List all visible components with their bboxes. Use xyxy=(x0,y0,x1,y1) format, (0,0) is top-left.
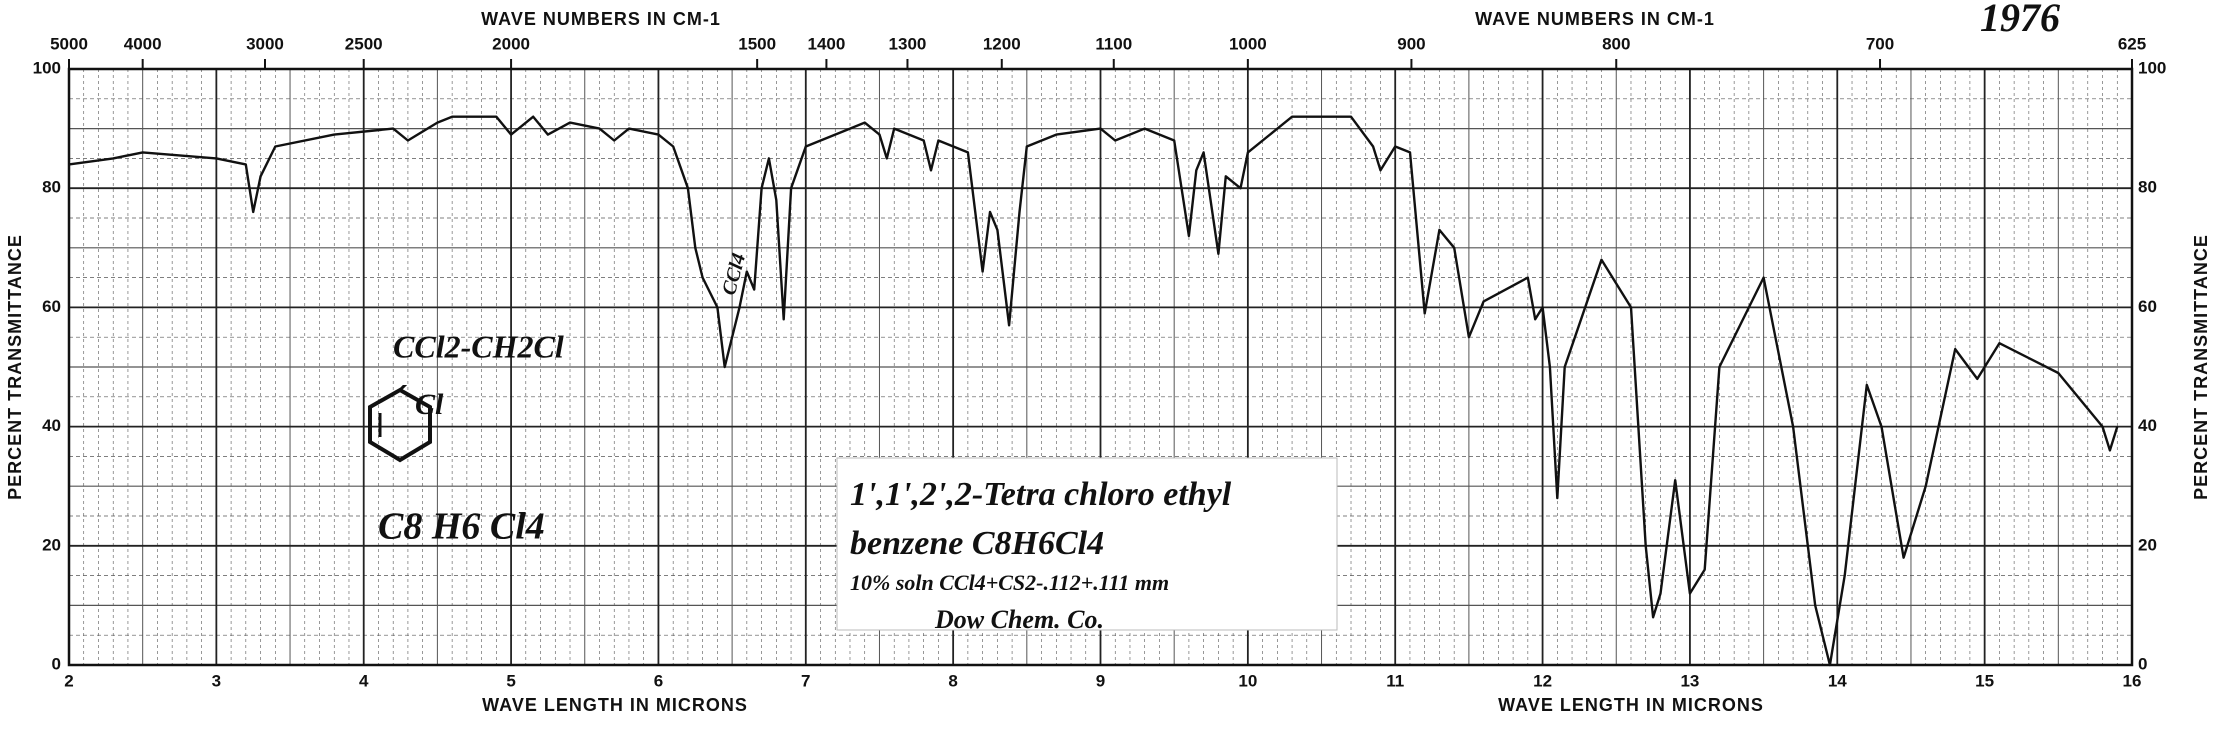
y-axis-label: PERCENT TRANSMITTANCE xyxy=(5,234,25,500)
x-tick-label: 14 xyxy=(1828,671,1847,690)
x-tick-label: 11 xyxy=(1386,671,1404,690)
benzene-ring xyxy=(365,385,435,465)
x-axis-label: WAVE LENGTH IN MICRONS xyxy=(482,695,748,715)
x-tick-label: 7 xyxy=(801,671,810,690)
annotation: C8 H6 Cl4 xyxy=(378,506,545,548)
y-tick-label: 100 xyxy=(2138,58,2166,77)
y-tick-label: 100 xyxy=(33,58,61,77)
annotation: CCl2-CH2Cl xyxy=(393,328,564,364)
x2-tick-label: 625 xyxy=(2118,34,2146,53)
x2-tick-label: 2500 xyxy=(345,34,383,53)
annotation: benzene C8H6Cl4 xyxy=(850,525,1104,562)
x-tick-label: 10 xyxy=(1238,671,1257,690)
ring-shape xyxy=(368,387,432,463)
x-tick-label: 15 xyxy=(1975,671,1994,690)
x2-tick-label: 2000 xyxy=(492,34,530,53)
x2-tick-label: 1000 xyxy=(1229,34,1267,53)
x2-tick-label: 1500 xyxy=(738,34,776,53)
note-box xyxy=(836,457,1338,631)
annotation: CCl4 xyxy=(718,251,750,298)
annotation: 1',1',2',2-Tetra chloro ethyl xyxy=(850,476,1232,513)
y-tick-label: 20 xyxy=(42,535,61,554)
x-tick-label: 3 xyxy=(212,671,221,690)
x2-tick-label: 700 xyxy=(1866,34,1894,53)
x2-axis-label: WAVE NUMBERS IN CM-1 xyxy=(481,9,721,29)
y-axis-label: PERCENT TRANSMITTANCE xyxy=(2191,234,2211,500)
x2-tick-label: 1400 xyxy=(808,34,846,53)
y-tick-label: 80 xyxy=(2138,178,2157,197)
x-tick-label: 9 xyxy=(1096,671,1105,690)
x2-tick-label: 1300 xyxy=(889,34,927,53)
ring xyxy=(368,385,432,463)
ring-bond xyxy=(398,385,408,392)
annotation: Dow Chem. Co. xyxy=(934,605,1104,634)
x2-tick-label: 900 xyxy=(1397,34,1425,53)
y-tick-label: 0 xyxy=(2138,654,2147,673)
x-axis-label: WAVE LENGTH IN MICRONS xyxy=(1498,695,1764,715)
x-tick-label: 5 xyxy=(506,671,515,690)
y-tick-label: 60 xyxy=(2138,297,2157,316)
x2-axis-label: WAVE NUMBERS IN CM-1 xyxy=(1475,9,1715,29)
y-tick-label: 40 xyxy=(2138,416,2157,435)
x-tick-label: 2 xyxy=(64,671,73,690)
x-tick-label: 16 xyxy=(2123,671,2142,690)
y-tick-label: 60 xyxy=(42,297,61,316)
y-tick-label: 80 xyxy=(42,178,61,197)
x-tick-label: 12 xyxy=(1533,671,1552,690)
spectrum-line xyxy=(68,115,2119,667)
y-tick-label: 20 xyxy=(2138,535,2157,554)
y-tick-label: 0 xyxy=(52,654,61,673)
plot-frame xyxy=(67,67,2134,667)
x2-tick-label: 5000 xyxy=(50,34,88,53)
annotation: 10% soln CCl4+CS2-.112+.111 mm xyxy=(850,570,1169,595)
y-tick-label: 40 xyxy=(42,416,61,435)
x-tick-label: 6 xyxy=(654,671,663,690)
x2-tick-label: 1100 xyxy=(1095,34,1132,53)
x-tick-label: 4 xyxy=(359,671,369,690)
x-tick-label: 8 xyxy=(948,671,957,690)
x2-tick-label: 3000 xyxy=(246,34,284,53)
x-tick-label: 13 xyxy=(1680,671,1699,690)
chart-title: 1976 xyxy=(1980,0,2060,40)
x2-tick-label: 1200 xyxy=(983,34,1021,53)
x2-tick-label: 800 xyxy=(1602,34,1630,53)
x2-tick-label: 4000 xyxy=(124,34,162,53)
